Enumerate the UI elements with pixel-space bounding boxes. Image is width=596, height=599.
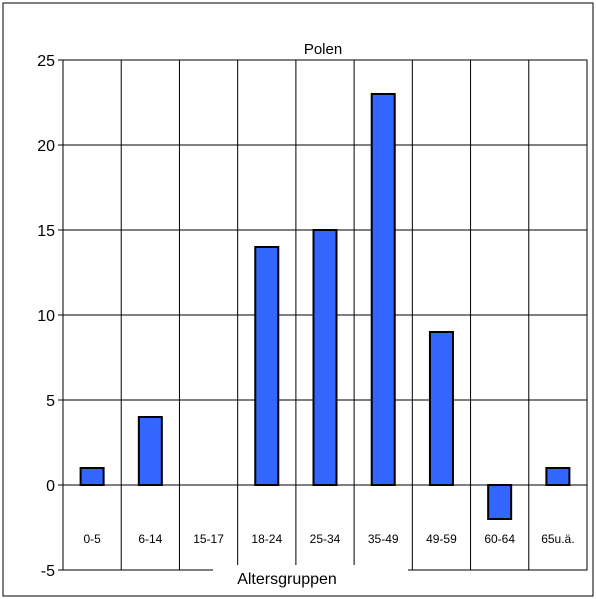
bar	[428, 331, 454, 486]
x-tick-label: 25-34	[310, 532, 341, 546]
x-tick-label: 60-64	[484, 532, 515, 546]
bar	[137, 416, 163, 486]
bar	[370, 93, 396, 486]
x-axis-label: Altersgruppen	[237, 571, 337, 588]
x-tick-label: 0-5	[83, 532, 101, 546]
bar	[545, 467, 571, 486]
x-tick-label: 15-17	[193, 532, 224, 546]
y-tick-label: -5	[41, 563, 55, 580]
bars	[79, 93, 571, 520]
y-tick-label: 15	[37, 223, 55, 240]
bar	[312, 229, 338, 486]
bar	[487, 484, 513, 520]
x-tick-label: 6-14	[138, 532, 162, 546]
y-tick-label: 25	[37, 53, 55, 70]
y-tick-label: 10	[37, 308, 55, 325]
x-tick-label: 18-24	[251, 532, 282, 546]
bar	[254, 246, 280, 486]
x-axis-label-background	[213, 565, 408, 589]
bar	[79, 467, 105, 486]
chart-title: Polen	[304, 41, 342, 58]
y-tick-label: 0	[46, 478, 55, 495]
y-tick-labels: -5 0 5 10 15 20 25	[37, 53, 55, 580]
x-tick-labels: 0-5 6-14 15-17 18-24 25-34 35-49 49-59 60-64 65u…	[83, 532, 574, 546]
x-tick-label: 49-59	[426, 532, 457, 546]
y-tick-label: 5	[46, 393, 55, 410]
x-tick-label: 35-49	[368, 532, 399, 546]
x-tick-label: 65u.ä.	[541, 532, 574, 546]
y-tick-label: 20	[37, 138, 55, 155]
